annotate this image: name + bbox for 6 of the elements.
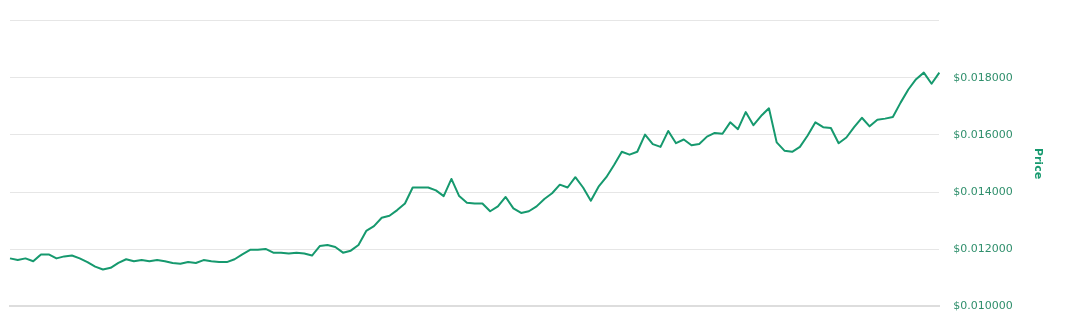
y-axis-title: Price (1031, 147, 1045, 180)
y-tick-label: $0.014000 (953, 184, 1013, 198)
y-tick-label: $0.016000 (953, 127, 1013, 141)
y-tick-label: $0.012000 (953, 242, 1013, 256)
y-tick-label: $0.018000 (953, 70, 1013, 84)
y-tick-label: $0.010000 (953, 299, 1013, 313)
